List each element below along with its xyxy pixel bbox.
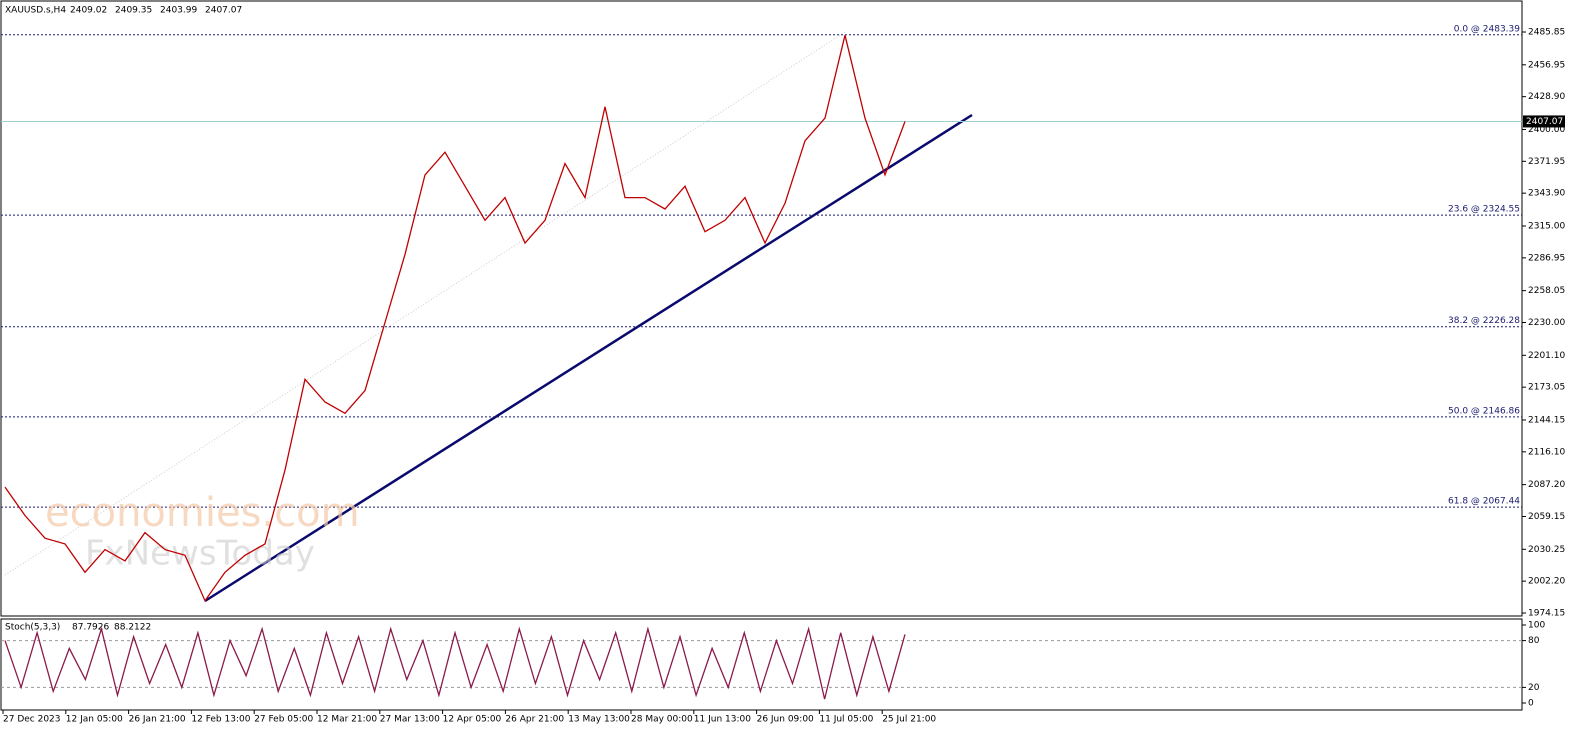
y-tick-label: 2315.00 xyxy=(1528,221,1565,231)
y-tick-label: 1974.15 xyxy=(1528,609,1565,619)
x-tick-label: 25 Jul 21:00 xyxy=(882,715,936,725)
ohlc-value: 2407.07 xyxy=(205,6,242,16)
x-tick-label: 13 May 13:00 xyxy=(568,715,630,725)
ohlc-value: 2409.02 xyxy=(70,6,107,16)
x-tick-label: 11 Jul 05:00 xyxy=(819,715,873,725)
y-tick-label: 100 xyxy=(1528,621,1545,631)
price-tag xyxy=(1523,115,1565,128)
fib-label: 61.8 @ 2067.44 xyxy=(1448,497,1520,507)
y-tick-label: 2286.95 xyxy=(1528,253,1565,263)
y-tick-label: 2030.25 xyxy=(1528,545,1565,555)
y-tick-label: 2371.95 xyxy=(1528,157,1565,167)
y-tick-label: 2485.85 xyxy=(1528,28,1565,38)
x-tick-label: 27 Dec 2023 xyxy=(3,715,61,725)
y-tick-label: 2173.05 xyxy=(1528,383,1565,393)
stoch-pane xyxy=(0,618,1523,711)
y-tick-label: 0 xyxy=(1528,699,1534,709)
y-tick-label: 2428.90 xyxy=(1528,92,1565,102)
indicator-title: Stoch(5,3,3) xyxy=(5,623,60,633)
x-tick-label: 26 Apr 21:00 xyxy=(505,715,564,725)
x-tick-label: 26 Jan 21:00 xyxy=(129,715,186,725)
fib-label: 23.6 @ 2324.55 xyxy=(1448,205,1520,215)
y-tick-label: 2456.95 xyxy=(1528,60,1565,70)
y-tick-label: 80 xyxy=(1528,636,1540,646)
y-tick-label: 2144.15 xyxy=(1528,415,1565,425)
price-pane xyxy=(0,0,1523,617)
x-tick-label: 27 Feb 05:00 xyxy=(254,715,313,725)
x-tick-label: 26 Jun 09:00 xyxy=(757,715,814,725)
x-tick-label: 12 Jan 05:00 xyxy=(66,715,123,725)
indicator-reading: 87.7926 xyxy=(72,623,109,633)
fib-label: 50.0 @ 2146.86 xyxy=(1448,406,1520,416)
fib-label: 0.0 @ 2483.39 xyxy=(1454,24,1521,34)
ohlc-value: 2409.35 xyxy=(115,6,152,16)
y-tick-label: 2201.10 xyxy=(1528,351,1565,361)
y-tick-label: 2059.15 xyxy=(1528,512,1565,522)
x-tick-label: 12 Mar 21:00 xyxy=(317,715,377,725)
x-tick-label: 11 Jun 13:00 xyxy=(694,715,751,725)
x-tick-label: 12 Apr 05:00 xyxy=(443,715,502,725)
y-tick-label: 2343.90 xyxy=(1528,189,1565,199)
indicator-reading: 88.2122 xyxy=(114,623,151,633)
y-tick-label: 2258.05 xyxy=(1528,286,1565,296)
trend-line xyxy=(204,113,973,603)
y-tick-label: 2400.00 xyxy=(1528,125,1565,135)
y-tick-label: 2002.20 xyxy=(1528,577,1565,587)
y-tick-label: 2230.00 xyxy=(1528,318,1565,328)
y-tick-label: 2116.10 xyxy=(1528,447,1565,457)
price-tag-label: 2407.07 xyxy=(1526,117,1563,127)
x-tick-label: 27 Mar 13:00 xyxy=(380,715,440,725)
y-tick-label: 20 xyxy=(1528,683,1540,693)
ohlc-value: 2403.99 xyxy=(160,6,197,16)
stoch-line xyxy=(4,626,906,700)
symbol: XAUUSD.s,H4 xyxy=(5,6,66,16)
x-tick-label: 28 May 00:00 xyxy=(631,715,693,725)
watermark: economies.com xyxy=(45,490,360,536)
fib-label: 38.2 @ 2226.28 xyxy=(1448,316,1520,326)
x-tick-label: 12 Feb 13:00 xyxy=(191,715,250,725)
price-line-series xyxy=(4,35,906,603)
y-tick-label: 2087.20 xyxy=(1528,480,1565,490)
watermark: FxNewsToday xyxy=(85,534,315,574)
